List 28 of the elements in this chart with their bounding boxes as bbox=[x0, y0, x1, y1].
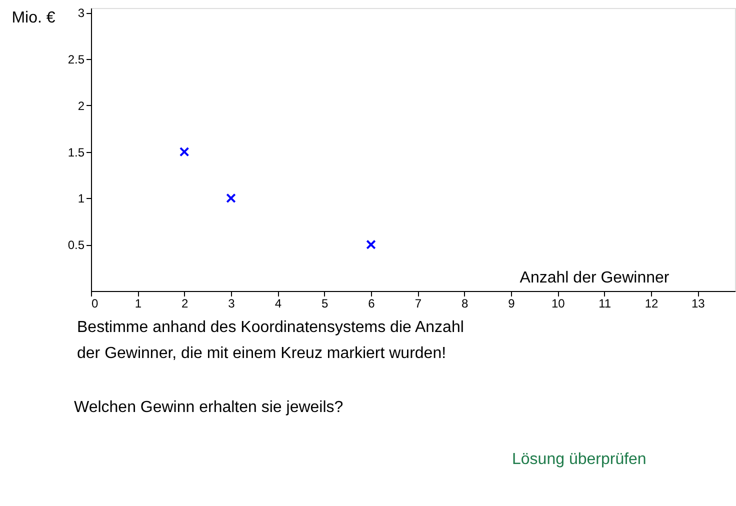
x-tick-label: 3 bbox=[228, 296, 236, 310]
x-tick-label: 8 bbox=[461, 296, 468, 310]
x-tick-label: 13 bbox=[691, 296, 706, 310]
x-tick-label: 9 bbox=[508, 296, 516, 310]
y-tick-label: 2.5 bbox=[68, 52, 85, 67]
x-tick-label: 6 bbox=[368, 296, 376, 310]
point bbox=[366, 240, 376, 250]
x-tick-label: 0 bbox=[92, 296, 98, 310]
x-tick-label: 4 bbox=[274, 296, 282, 310]
point bbox=[226, 193, 236, 204]
x-axis-title: Anzahl der Gewinner bbox=[520, 270, 670, 286]
y-axis-title: Mio. € bbox=[12, 10, 56, 26]
text: Lösung überprüfen bbox=[512, 451, 646, 468]
y-tick-label: 2 bbox=[78, 98, 85, 113]
x-tick-label: 10 bbox=[551, 296, 566, 310]
point bbox=[179, 146, 190, 157]
text: Welchen Gewinn erhalten sie jeweils? bbox=[74, 399, 344, 416]
x-tick-label: 1 bbox=[134, 296, 142, 310]
text: Bestimme anhand des Koordinatensystems die Anzahl der Gewinner, die mit einem Kreuz markiert wurden! bbox=[77, 319, 464, 362]
x-tick-label: 12 bbox=[644, 296, 658, 310]
x-tick-label: 5 bbox=[321, 296, 328, 310]
y-tick-label: 1 bbox=[78, 192, 85, 206]
y-tick-label: 3 bbox=[78, 6, 85, 20]
x-tick-label: 11 bbox=[598, 296, 612, 310]
y-tick-label: 1.5 bbox=[68, 145, 85, 160]
x-tick-label: 2 bbox=[181, 296, 188, 310]
y-tick-label: 0.5 bbox=[68, 238, 85, 252]
x-tick-label: 7 bbox=[414, 296, 422, 310]
